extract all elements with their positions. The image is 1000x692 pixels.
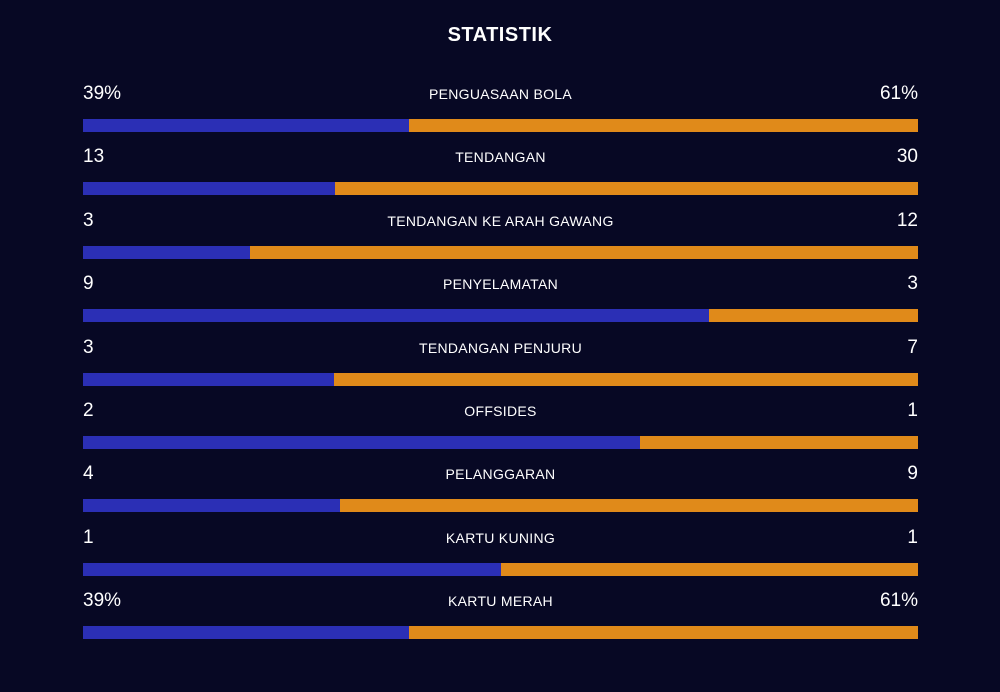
stat-label: TENDANGAN PENJURU	[418, 339, 582, 356]
home-bar	[83, 182, 336, 196]
away-bar	[408, 626, 918, 640]
away-value: 9	[907, 463, 918, 485]
away-value: 1	[907, 399, 918, 421]
stat-bar	[83, 435, 918, 449]
home-value: 39%	[83, 590, 122, 612]
away-value: 3	[907, 273, 918, 295]
stat-bar	[83, 372, 918, 386]
away-bar	[340, 499, 918, 513]
home-value: 9	[83, 273, 94, 295]
away-value: 61%	[879, 590, 918, 612]
away-bar	[639, 435, 918, 449]
away-value: 1	[907, 526, 918, 548]
stat-label: PENYELAMATAN	[442, 276, 559, 293]
home-value: 3	[83, 209, 94, 231]
stat-row-saves: 9 PENYELAMATAN 3	[83, 270, 918, 333]
away-bar	[408, 119, 918, 132]
stat-bar	[83, 626, 918, 640]
home-bar	[83, 562, 501, 576]
home-value: 13	[83, 146, 105, 168]
home-bar	[83, 499, 341, 513]
home-bar	[83, 372, 334, 386]
away-bar	[333, 372, 918, 386]
stat-bar	[83, 309, 918, 323]
stat-row-possession: 39% PENGUASAAN BOLA 61%	[83, 80, 918, 143]
away-bar	[335, 182, 918, 196]
home-bar	[83, 309, 710, 323]
away-bar	[500, 562, 918, 576]
stat-row-yellow-cards: 1 KARTU KUNING 1	[83, 524, 918, 587]
stat-label: TENDANGAN	[455, 149, 546, 166]
home-bar	[83, 626, 409, 640]
stat-label: KARTU MERAH	[448, 593, 553, 610]
stat-row-shots: 13 TENDANGAN 30	[83, 143, 918, 206]
stat-row-corners: 3 TENDANGAN PENJURU 7	[83, 334, 918, 397]
home-value: 39%	[83, 83, 122, 104]
page-title: STATISTIK	[447, 24, 553, 46]
away-value: 7	[907, 336, 918, 358]
stat-row-shots-on-target: 3 TENDANGAN KE ARAH GAWANG 12	[83, 207, 918, 270]
stat-row-offsides: 2 OFFSIDES 1	[83, 397, 918, 460]
stat-row-fouls: 4 PELANGGARAN 9	[83, 460, 918, 523]
stat-bar	[83, 119, 918, 132]
stat-bar	[83, 245, 918, 259]
stat-row-red-cards: 39% KARTU MERAH 61%	[83, 587, 918, 650]
home-value: 2	[83, 399, 94, 421]
stat-bar	[83, 499, 918, 513]
home-value: 4	[83, 463, 94, 485]
home-bar	[83, 245, 250, 259]
away-bar	[709, 309, 918, 323]
away-bar	[250, 245, 918, 259]
home-value: 1	[83, 526, 94, 548]
away-value: 61%	[879, 83, 918, 104]
stat-label: KARTU KUNING	[445, 529, 556, 546]
home-bar	[83, 119, 409, 132]
stat-label: PENGUASAAN BOLA	[429, 86, 572, 102]
stats-list: 39% PENGUASAAN BOLA 61% 13 TENDANGAN 30 …	[83, 80, 918, 651]
stat-bar	[83, 182, 918, 196]
away-value: 30	[896, 146, 918, 168]
stat-label: OFFSIDES	[464, 402, 537, 419]
stat-bar	[83, 562, 918, 576]
stat-label: PELANGGARAN	[445, 466, 556, 483]
stat-label: TENDANGAN KE ARAH GAWANG	[387, 212, 614, 229]
away-value: 12	[896, 209, 918, 231]
home-bar	[83, 435, 640, 449]
home-value: 3	[83, 336, 94, 358]
